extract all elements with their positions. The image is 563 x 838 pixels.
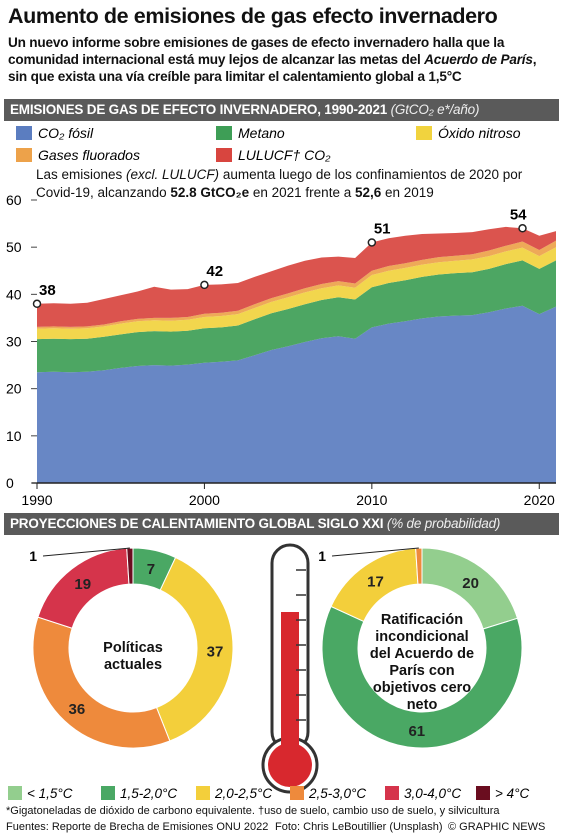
donut-center-label: Ratificación incondicional del Acuerdo d… [369, 612, 475, 713]
legend-swatch [476, 786, 490, 800]
y-tick-label: 50 [6, 239, 22, 255]
value-label: 61 [408, 723, 425, 740]
legend-swatch [196, 786, 210, 800]
donut-slice [32, 616, 171, 749]
note-text: Las emisiones [36, 167, 127, 182]
point-label: 38 [39, 282, 56, 299]
section-header: EMISIONES DE GAS DE EFECTO INVERNADERO, … [4, 99, 559, 121]
thermometer [261, 543, 319, 794]
y-tick-label: 0 [6, 475, 14, 491]
point-label: 54 [510, 206, 527, 223]
point-marker [32, 299, 42, 309]
value-label: 1 [29, 548, 37, 564]
value-label: 1 [318, 548, 326, 564]
legend-swatch [16, 126, 32, 140]
legend-label: 3,0-4,0°C [404, 786, 461, 801]
area [37, 305, 556, 483]
note-text: (excl. LULUCF) [126, 167, 220, 182]
donut-slice [155, 556, 234, 742]
section-unit: (GtCO₂ e*/año) [390, 102, 480, 117]
donut-slice [321, 605, 523, 749]
value-label: 36 [69, 701, 86, 718]
value-label: 37 [207, 644, 224, 661]
area [37, 247, 556, 340]
legend-swatch [101, 786, 115, 800]
note-text: 52.8 GtCO₂e [170, 185, 250, 200]
annotation: Las emisiones (excl. LULUCF) aumenta lue… [36, 166, 556, 202]
legend-label: 2,0-2,5°C [214, 786, 272, 801]
legend-label: Óxido nitroso [438, 125, 521, 141]
x-tick-label: 2000 [189, 492, 220, 508]
subtitle-emphasis: Acuerdo de París [424, 52, 533, 67]
x-tick-label: 1990 [21, 492, 52, 508]
note-text: 52,6 [354, 185, 382, 200]
value-label: 20 [462, 575, 479, 592]
section-title: PROYECCIONES DE CALENTAMIENTO GLOBAL SIG… [10, 516, 384, 531]
legend-label: Gases fluorados [38, 147, 140, 163]
y-tick-label: 30 [6, 334, 22, 350]
title: Aumento de emisiones de gas efecto inver… [8, 4, 498, 28]
point-label: 42 [206, 263, 223, 280]
note-text: en 2021 frente a [249, 185, 355, 200]
legend-label: 1,5-2,0°C [120, 786, 177, 801]
legend-label: < 1,5°C [27, 786, 73, 801]
legend-swatch [216, 148, 232, 162]
x-tick-label: 2010 [356, 492, 387, 508]
value-label: 19 [74, 576, 91, 593]
footnote: *Gigatoneladas de dióxido de carbono equ… [6, 805, 500, 817]
source: Fuentes: Reporte de Brecha de Emisiones … [6, 821, 269, 833]
value-label: 7 [147, 561, 155, 578]
section-title: EMISIONES DE GAS DE EFECTO INVERNADERO, … [10, 102, 388, 117]
legend-label: Metano [238, 125, 285, 141]
legend-label: CO₂ fósil [38, 125, 94, 141]
legend-label: > 4°C [495, 786, 530, 801]
y-tick-label: 10 [6, 428, 22, 444]
section-unit: (% de probabilidad) [386, 516, 501, 531]
value-label: 17 [367, 573, 384, 590]
credit: © GRAPHIC NEWS [448, 821, 546, 833]
area [37, 226, 556, 327]
thermometer-fill [281, 612, 299, 762]
leader-line [331, 547, 419, 557]
legend-swatch [216, 126, 232, 140]
point-marker [367, 238, 377, 247]
leader-line [42, 547, 130, 557]
legend-swatch [16, 148, 32, 162]
legend-swatch [385, 786, 399, 800]
legend-swatch [290, 786, 304, 800]
legend-swatch [8, 786, 22, 800]
subtitle: Un nuevo informe sobre emisiones de gase… [8, 34, 556, 85]
legend-swatch [416, 126, 432, 140]
y-tick-label: 40 [6, 286, 22, 302]
point-label: 51 [374, 220, 391, 237]
legend-label: 2,5-3,0°C [308, 786, 366, 801]
y-tick-label: 20 [6, 381, 22, 397]
area [37, 260, 556, 373]
donut-center-label: Políticas actuales [103, 640, 163, 673]
note-text: en 2019 [381, 185, 434, 200]
subtitle-text: Un nuevo informe sobre emisiones de gase… [8, 35, 505, 67]
legend-label: LULUCF† CO₂ [238, 147, 331, 163]
x-tick-label: 2020 [524, 492, 555, 508]
section-header: PROYECCIONES DE CALENTAMIENTO GLOBAL SIG… [4, 513, 559, 535]
point-marker [518, 224, 527, 233]
thermometer-bulb [268, 743, 312, 787]
subtitle-text: , sin que exista una vía creíble para li… [8, 52, 537, 84]
photo-credit: Foto: Chris LeBoutillier (Unsplash) [275, 821, 443, 833]
area [37, 240, 556, 329]
point-marker [200, 280, 209, 290]
note-text: aumenta luego de los confinamientos de 2… [36, 167, 523, 200]
y-tick-label: 60 [6, 192, 22, 208]
